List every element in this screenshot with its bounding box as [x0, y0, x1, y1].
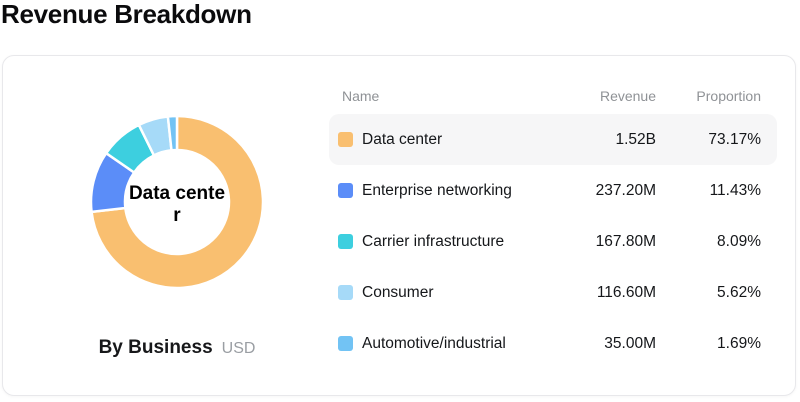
donut-chart — [89, 114, 265, 290]
row-proportion-value: 1.69% — [717, 334, 761, 352]
row-name-label: Enterprise networking — [362, 181, 512, 199]
row-name-label: Consumer — [362, 283, 434, 301]
row-revenue-value: 1.52B — [615, 130, 656, 148]
table-header: Name Revenue Proportion — [329, 78, 777, 114]
column-header-revenue: Revenue — [599, 88, 656, 104]
row-name-cell: Automotive/industrial — [338, 335, 536, 353]
table-body: Data center 1.52B 73.17% Enterprise network… — [329, 114, 777, 369]
row-proportion-value: 73.17% — [708, 130, 761, 148]
row-revenue-value: 237.20M — [595, 181, 656, 199]
legend-swatch-icon — [338, 336, 353, 351]
row-name-label: Carrier infrastructure — [362, 232, 505, 250]
legend-swatch-icon — [338, 132, 353, 147]
row-name-cell: Carrier infrastructure — [338, 233, 536, 251]
row-proportion-value: 5.62% — [717, 283, 761, 301]
column-header-name: Name — [342, 88, 380, 104]
page-title: Revenue Breakdown — [1, 0, 252, 29]
donut-slice-data-center[interactable] — [90, 114, 265, 290]
column-header-proportion: Proportion — [696, 88, 761, 104]
chart-caption: By Business USD — [99, 337, 256, 359]
table-row-consumer[interactable]: Consumer 116.60M 5.62% — [329, 267, 777, 318]
row-name-label: Data center — [362, 130, 443, 148]
row-name-label: Automotive/industrial — [362, 334, 506, 352]
donut-center-label: Data center — [128, 183, 226, 226]
revenue-breakdown-card: Data center By Business USD Name Revenue… — [2, 55, 796, 396]
row-revenue-value: 116.60M — [596, 283, 656, 301]
table-row-carrier-infrastructure[interactable]: Carrier infrastructure 167.80M 8.09% — [329, 216, 777, 267]
legend-swatch-icon — [338, 183, 353, 198]
legend-swatch-icon — [338, 234, 353, 249]
row-proportion-value: 11.43% — [709, 181, 761, 199]
donut-chart-area: Data center By Business USD — [3, 56, 329, 395]
row-revenue-value: 35.00M — [604, 334, 656, 352]
legend-swatch-icon — [338, 285, 353, 300]
table-row-data-center[interactable]: Data center 1.52B 73.17% — [329, 114, 777, 165]
chart-caption-title: By Business — [98, 337, 213, 358]
row-proportion-value: 8.09% — [717, 232, 761, 250]
donut-slice-automotive-industrial[interactable] — [166, 114, 179, 152]
row-name-cell: Data center — [338, 131, 536, 149]
revenue-table: Name Revenue Proportion Data center 1.52B… — [329, 78, 777, 369]
row-name-cell: Consumer — [338, 284, 536, 302]
chart-caption-unit: USD — [221, 340, 256, 357]
table-row-automotive-industrial[interactable]: Automotive/industrial 35.00M 1.69% — [329, 318, 777, 369]
table-row-enterprise-networking[interactable]: Enterprise networking 237.20M 11.43% — [329, 165, 777, 216]
row-name-cell: Enterprise networking — [338, 182, 536, 200]
row-revenue-value: 167.80M — [595, 232, 656, 250]
